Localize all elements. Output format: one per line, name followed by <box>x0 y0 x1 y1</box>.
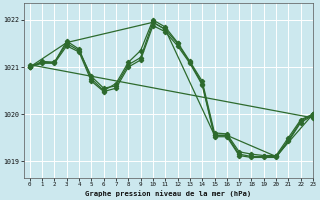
X-axis label: Graphe pression niveau de la mer (hPa): Graphe pression niveau de la mer (hPa) <box>85 190 252 197</box>
